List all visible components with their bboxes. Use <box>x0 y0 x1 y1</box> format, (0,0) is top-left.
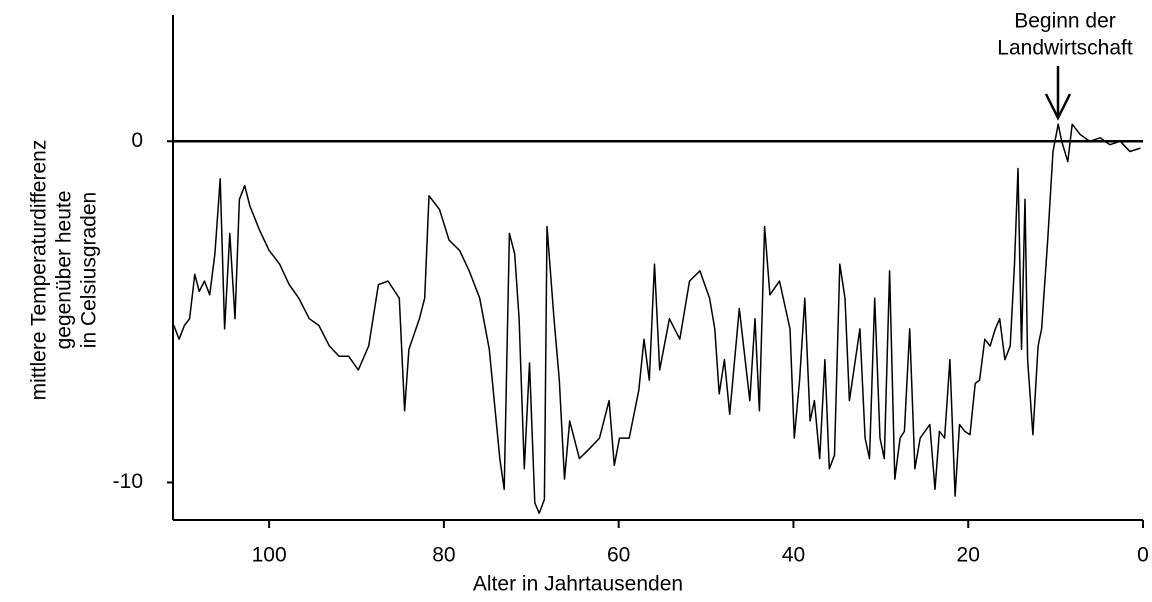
x-tick-label: 60 <box>607 544 630 567</box>
y-tick-label: -10 <box>113 470 143 493</box>
annotation-arrowhead <box>1044 93 1072 121</box>
y-tick-label: 0 <box>131 129 143 152</box>
y-axis-label: mittlere Temperaturdifferenz <box>28 140 51 401</box>
x-tick-label: 20 <box>957 544 980 567</box>
y-axis-label: in Celsiusgraden <box>78 192 101 348</box>
y-axis-label: gegenüber heute <box>53 191 76 350</box>
annotation: Landwirtschaft <box>997 37 1133 60</box>
x-tick-label: 100 <box>252 544 287 567</box>
x-axis-label: Alter in Jahrtausenden <box>473 573 683 596</box>
x-tick-label: 0 <box>1137 544 1149 567</box>
x-tick-label: 80 <box>432 544 455 567</box>
x-tick-label: 40 <box>782 544 805 567</box>
data-line <box>173 123 1141 514</box>
annotation: Beginn der <box>1014 10 1116 33</box>
